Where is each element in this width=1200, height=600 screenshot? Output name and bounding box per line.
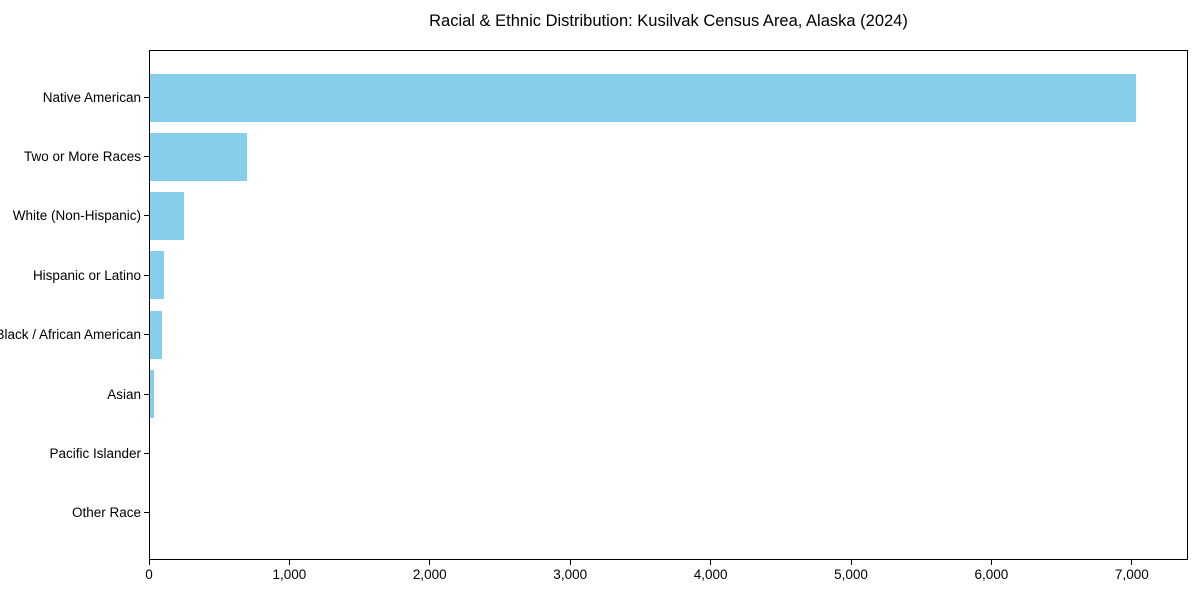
category-label: Hispanic or Latino <box>32 267 141 283</box>
bar-row <box>150 423 1187 482</box>
y-label-row: Black / African American <box>0 305 149 364</box>
y-label-row: White (Non-Hispanic) <box>0 186 149 245</box>
y-tick <box>144 334 149 336</box>
y-label-row: Hispanic or Latino <box>0 246 149 305</box>
y-axis-labels: Native American Two or More Races White (N… <box>0 50 149 560</box>
x-tick-label: 0 <box>145 567 153 582</box>
y-tick <box>144 96 149 98</box>
x-tick <box>1131 560 1133 565</box>
x-tick-label: 4,000 <box>693 567 728 582</box>
y-tick <box>144 393 149 395</box>
x-tick-label: 6,000 <box>974 567 1009 582</box>
y-tick <box>144 274 149 276</box>
x-tick <box>288 560 290 565</box>
category-label: White (Non-Hispanic) <box>12 208 141 224</box>
plot-area <box>149 50 1188 560</box>
y-label-row: Native American <box>0 68 149 127</box>
y-label-row: Pacific Islander <box>0 424 149 483</box>
x-tick <box>148 560 150 565</box>
bar <box>150 192 184 241</box>
y-tick <box>144 156 149 158</box>
y-label-row: Two or More Races <box>0 127 149 186</box>
bar-row <box>150 305 1187 364</box>
x-tick-label: 2,000 <box>412 567 447 582</box>
x-tick <box>710 560 712 565</box>
x-tick <box>429 560 431 565</box>
bar-row <box>150 187 1187 246</box>
x-tick <box>990 560 992 565</box>
category-label: Two or More Races <box>23 149 141 165</box>
bar <box>150 310 162 359</box>
x-axis: 0 1,000 2,000 3,000 4,000 5,000 6,000 7,000 <box>145 560 1188 590</box>
x-tick-label: 3,000 <box>553 567 588 582</box>
category-label: Asian <box>107 386 141 402</box>
y-tick <box>144 512 149 514</box>
bar-row <box>150 246 1187 305</box>
category-label: Pacific Islander <box>49 445 141 461</box>
category-label: Black / African American <box>0 327 141 343</box>
x-tick-label: 5,000 <box>834 567 868 582</box>
category-label: Other Race <box>71 505 141 521</box>
y-label-row: Asian <box>0 364 149 423</box>
bar-row <box>150 69 1187 128</box>
bar-row <box>150 128 1187 187</box>
x-tick-label: 7,000 <box>1114 567 1149 582</box>
bar <box>150 133 247 182</box>
y-tick <box>144 215 149 217</box>
category-label: Native American <box>42 89 141 105</box>
x-tick <box>850 560 852 565</box>
bar <box>150 369 154 418</box>
bar <box>150 74 1136 123</box>
chart-title: Racial & Ethnic Distribution: Kusilvak C… <box>429 12 908 30</box>
bar-row <box>150 482 1187 541</box>
bar <box>150 251 164 300</box>
y-label-row: Other Race <box>0 483 149 542</box>
x-tick-label: 1,000 <box>272 567 307 582</box>
y-tick <box>144 452 149 454</box>
bar-rows <box>150 51 1187 559</box>
bar-row <box>150 364 1187 423</box>
x-tick <box>569 560 571 565</box>
